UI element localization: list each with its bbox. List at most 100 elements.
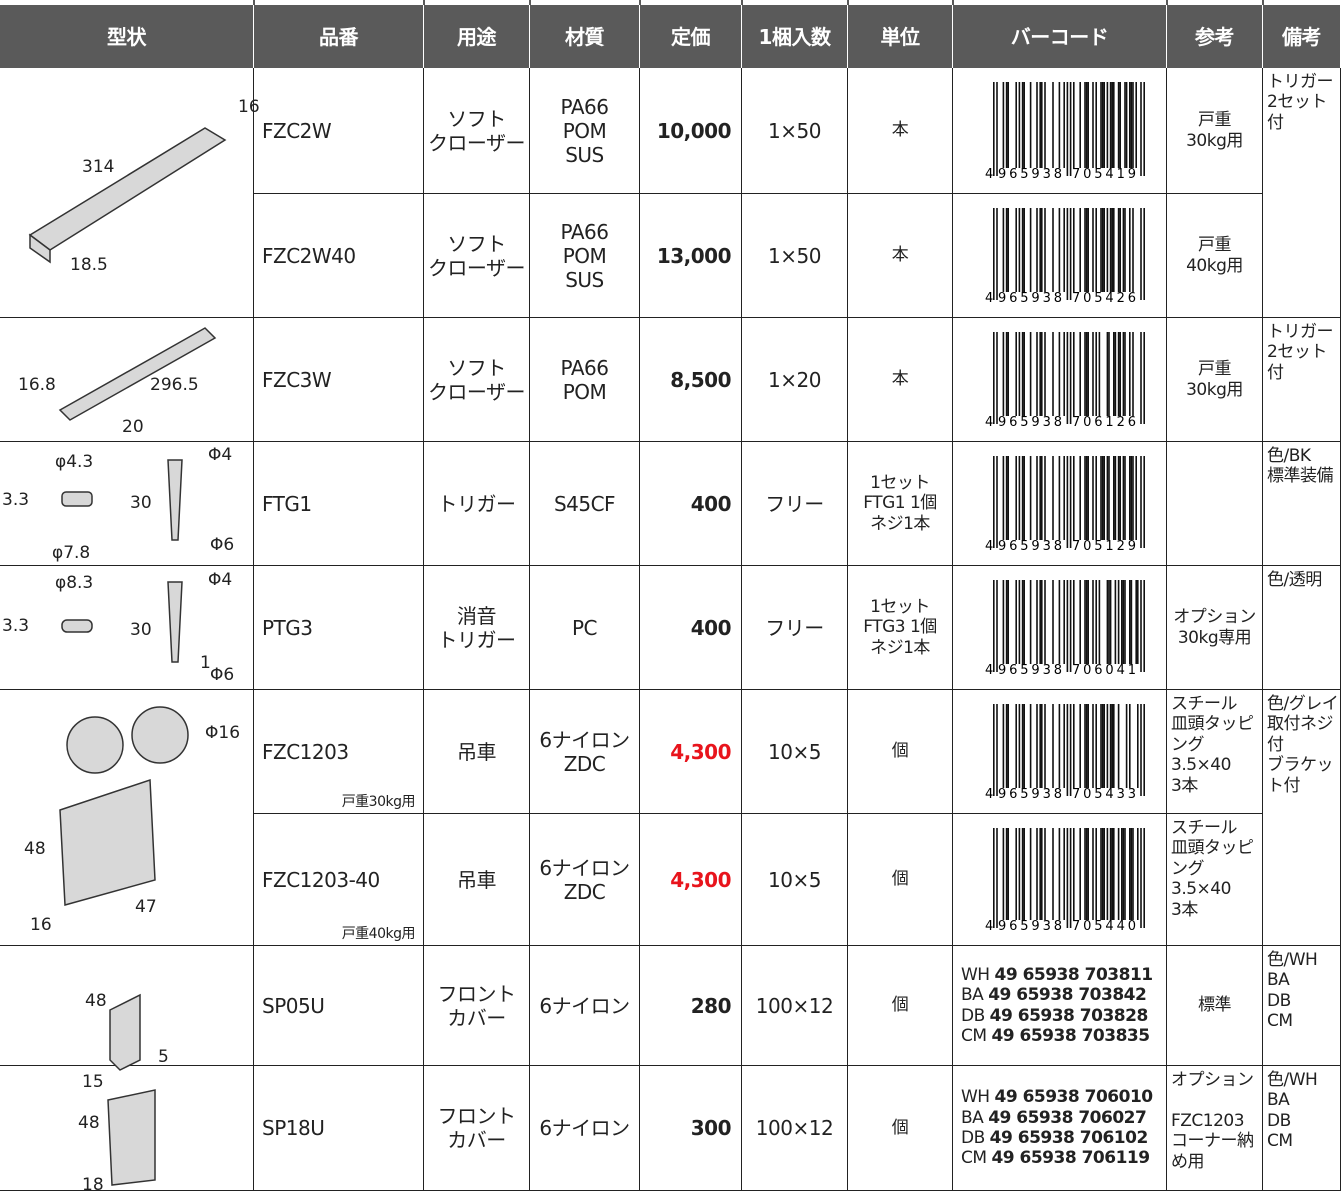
color-code: CM: [961, 1025, 987, 1046]
unit: 1セット FTG3 1個 ネジ1本: [848, 566, 953, 690]
reference: 戸重 30kg用: [1167, 318, 1263, 442]
unit: 個: [848, 1066, 953, 1191]
remarks: 色/WH BA DB CM: [1263, 1066, 1341, 1191]
barcode-line: CM 49 65938 706119: [961, 1148, 1150, 1168]
barcode-cell: WH 49 65938 703811 BA 49 65938 703842 DB 4…: [953, 946, 1167, 1066]
material: 6ナイロン: [530, 1066, 640, 1191]
price: 400: [640, 566, 742, 690]
product-code-cell: PTG3: [254, 566, 424, 690]
product-code-cell: FZC2W: [254, 68, 424, 194]
barcode-line: BA 49 65938 703842: [961, 985, 1147, 1006]
unit: 個: [848, 690, 953, 814]
use: フロント カバー: [424, 946, 530, 1066]
remarks: 色/WH BA DB CM: [1263, 946, 1341, 1066]
barcode-number: 49 65938 703811: [994, 964, 1154, 985]
product-code: FZC1203: [262, 739, 349, 764]
price: 4,300: [640, 814, 742, 946]
drawing-cell: [0, 566, 254, 690]
quantity: 100×12: [742, 946, 848, 1066]
barcode-cell: [953, 566, 1167, 690]
reference: スチール 皿頭タッピング 3.5×40 3本: [1167, 690, 1263, 814]
header-cell: 備考: [1263, 5, 1341, 68]
barcode-number: 49 65938 706119: [991, 1148, 1150, 1169]
quantity: 1×50: [742, 194, 848, 318]
unit: 本: [848, 194, 953, 318]
quantity: 1×50: [742, 68, 848, 194]
material: 6ナイロン ZDC: [530, 814, 640, 946]
barcode-number: 49 65938 703835: [991, 1025, 1150, 1046]
quantity: フリー: [742, 442, 848, 566]
barcode-number: 49 65938 706027: [988, 1107, 1147, 1128]
barcode-line: BA 49 65938 706027: [961, 1107, 1147, 1128]
color-code: WH: [961, 964, 990, 985]
unit: 個: [848, 946, 953, 1066]
drawing-cell: [0, 690, 254, 946]
price: 8,500: [640, 318, 742, 442]
header-cell: 単位: [848, 5, 953, 68]
product-code: SP18U: [262, 1116, 325, 1140]
header-cell: 品番: [254, 5, 424, 68]
barcode-line: WH 49 65938 703811: [961, 965, 1153, 985]
material: 6ナイロン: [530, 946, 640, 1066]
color-code: DB: [961, 1005, 985, 1026]
reference: [1167, 442, 1263, 566]
price: 280: [640, 946, 742, 1066]
product-code: FZC2W40: [262, 243, 356, 268]
barcode-cell: [953, 68, 1167, 194]
product-code: PTG3: [262, 615, 313, 640]
use: ソフト クローザー: [424, 318, 530, 442]
header-cell: 1梱入数: [742, 5, 848, 68]
color-code: BA: [961, 1107, 984, 1128]
barcode-number: 49 65938 706010: [994, 1087, 1154, 1108]
unit: 個: [848, 814, 953, 946]
product-code: FZC2W: [262, 118, 332, 143]
reference: 戸重 40kg用: [1167, 194, 1263, 318]
material: PC: [530, 566, 640, 690]
barcode-cell: [953, 318, 1167, 442]
product-code: SP05U: [262, 993, 325, 1018]
remarks: 色/BK 標準装備: [1263, 442, 1341, 566]
use: ソフト クローザー: [424, 68, 530, 194]
color-code: WH: [961, 1087, 990, 1108]
drawing-cell: [0, 68, 254, 318]
product-code-cell: FZC3W: [254, 318, 424, 442]
color-code: DB: [961, 1128, 985, 1148]
quantity: フリー: [742, 566, 848, 690]
header-cell: 定価: [640, 5, 742, 68]
barcode-cell: [953, 814, 1167, 946]
unit: 本: [848, 318, 953, 442]
remarks: トリガー 2セット付: [1263, 68, 1341, 318]
reference: オプション 30kg専用: [1167, 566, 1263, 690]
price: 10,000: [640, 68, 742, 194]
reference: オプション FZC1203 コーナー納め用: [1167, 1066, 1263, 1191]
header-cell: バーコード: [953, 5, 1167, 68]
product-code: FTG1: [262, 491, 312, 516]
header-cell: 材質: [530, 5, 640, 68]
price: 13,000: [640, 194, 742, 318]
barcode-line: DB 49 65938 703828: [961, 1006, 1148, 1026]
product-code-cell: FZC2W40: [254, 194, 424, 318]
product-code: FZC1203-40: [262, 867, 380, 892]
barcode-number: 49 65938 703828: [989, 1005, 1149, 1026]
reference: 標準: [1167, 946, 1263, 1066]
barcode-cell: [953, 690, 1167, 814]
product-code-cell: SP05U: [254, 946, 424, 1066]
quantity: 1×20: [742, 318, 848, 442]
quantity: 100×12: [742, 1066, 848, 1191]
material: PA66 POM SUS: [530, 68, 640, 194]
use: 吊車: [424, 814, 530, 946]
price: 400: [640, 442, 742, 566]
drawing-cell: [0, 946, 254, 1066]
remarks: 色/透明: [1263, 566, 1341, 690]
use: トリガー: [424, 442, 530, 566]
material: 6ナイロン ZDC: [530, 690, 640, 814]
price: 4,300: [640, 690, 742, 814]
drawing-cell: [0, 442, 254, 566]
product-code-cell: SP18U: [254, 1066, 424, 1191]
header-cell: 型状: [0, 5, 254, 68]
reference: スチール 皿頭タッピング 3.5×40 3本: [1167, 814, 1263, 946]
color-code: BA: [961, 985, 984, 1006]
quantity: 10×5: [742, 690, 848, 814]
barcode-line: WH 49 65938 706010: [961, 1087, 1153, 1107]
